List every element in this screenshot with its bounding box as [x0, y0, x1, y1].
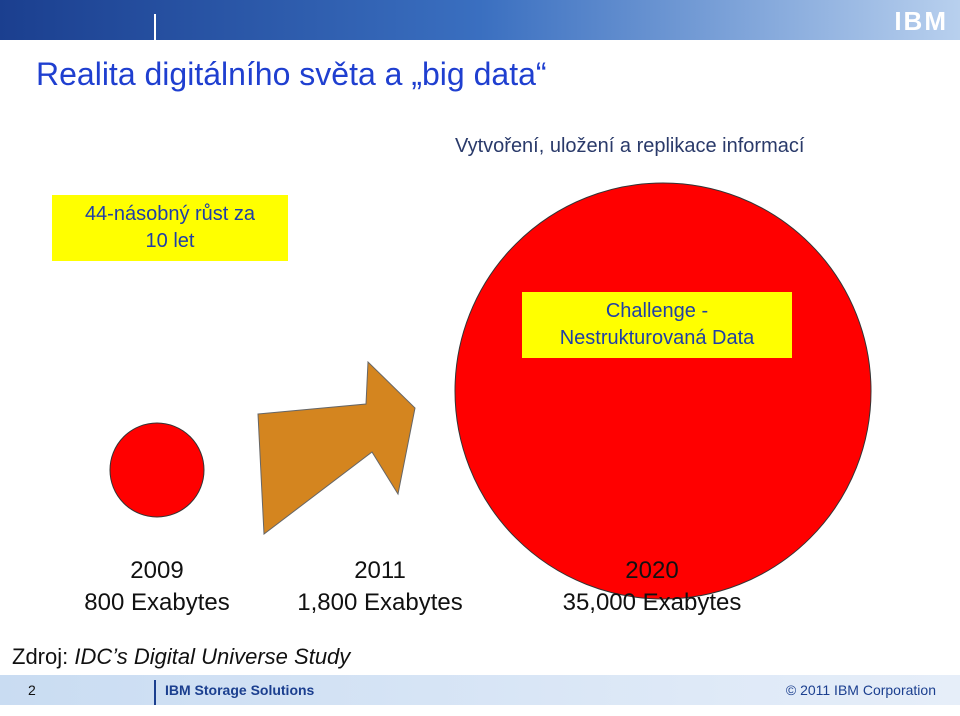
- small-circle: [109, 422, 205, 518]
- year: 2011: [354, 557, 406, 584]
- amount: 35,000 Exabytes: [562, 589, 742, 616]
- title: Realita digitálního světa a „big data“: [36, 56, 547, 92]
- amount: 1,800 Exabytes: [297, 589, 463, 616]
- milestone: 2009 800 Exabytes: [27, 555, 287, 619]
- source-text: IDC’s Digital Universe Study: [74, 644, 351, 669]
- callout-line: 44-násobný růst za: [84, 203, 256, 225]
- milestone: 2020 35,000 Exabytes: [522, 555, 782, 619]
- footer-bar: [0, 675, 960, 705]
- milestone: 2011 1,800 Exabytes: [250, 555, 510, 619]
- callout-line: Challenge -: [605, 300, 709, 322]
- callout: Challenge - Nestrukturovaná Data: [522, 292, 792, 358]
- callout-line: Nestrukturovaná Data: [559, 327, 755, 349]
- big-circle: [454, 182, 872, 600]
- callout-line: 10 let: [145, 230, 195, 252]
- copyright: © 2011 IBM Corporation: [785, 682, 936, 698]
- year: 2009: [130, 557, 184, 584]
- source: Zdroj: IDC’s Digital Universe Study: [12, 644, 350, 670]
- subtitle: Vytvoření, uložení a replikace informací: [455, 135, 805, 157]
- page-number: 2: [28, 682, 36, 698]
- source-label: Zdroj:: [12, 644, 69, 669]
- footer-unit: IBM Storage Solutions: [165, 682, 315, 698]
- amount: 800 Exabytes: [84, 589, 230, 616]
- top-bar: [0, 0, 960, 40]
- growth-arrow: [257, 360, 416, 535]
- logo: IBM: [894, 6, 948, 36]
- year: 2020: [625, 557, 679, 584]
- callout: 44-násobný růst za 10 let: [52, 195, 288, 261]
